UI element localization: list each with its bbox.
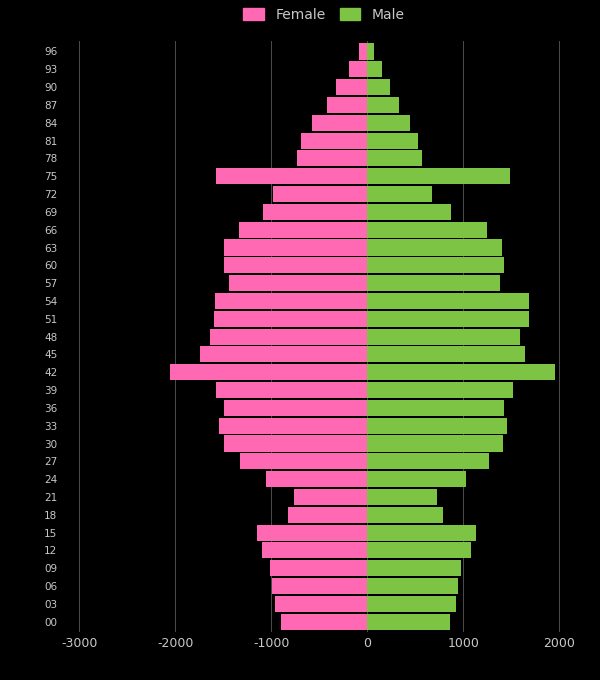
Bar bbox=[224, 239, 367, 256]
Bar bbox=[263, 204, 367, 220]
Bar bbox=[367, 578, 458, 594]
Bar bbox=[275, 596, 367, 612]
Bar bbox=[367, 507, 443, 523]
Bar bbox=[327, 97, 367, 113]
Bar bbox=[257, 524, 367, 541]
Bar bbox=[367, 222, 487, 238]
Bar bbox=[367, 239, 502, 256]
Bar bbox=[215, 293, 367, 309]
Bar bbox=[367, 400, 505, 416]
Bar bbox=[367, 79, 390, 95]
Bar bbox=[294, 489, 367, 505]
Bar bbox=[367, 560, 461, 576]
Bar bbox=[220, 418, 367, 434]
Bar bbox=[367, 454, 489, 469]
Bar bbox=[367, 293, 529, 309]
Bar bbox=[367, 133, 418, 149]
Bar bbox=[349, 61, 367, 78]
Bar bbox=[289, 507, 367, 523]
Bar bbox=[301, 133, 367, 149]
Bar bbox=[272, 578, 367, 594]
Bar bbox=[214, 311, 367, 327]
Bar bbox=[367, 364, 556, 380]
Bar bbox=[367, 489, 437, 505]
Bar bbox=[224, 435, 367, 452]
Bar bbox=[217, 168, 367, 184]
Bar bbox=[224, 400, 367, 416]
Legend: Female, Male: Female, Male bbox=[239, 3, 409, 26]
Bar bbox=[239, 454, 367, 469]
Bar bbox=[266, 471, 367, 487]
Bar bbox=[367, 613, 450, 630]
Bar bbox=[337, 79, 367, 95]
Bar bbox=[367, 346, 524, 362]
Bar bbox=[224, 257, 367, 273]
Bar bbox=[367, 418, 508, 434]
Bar bbox=[367, 97, 399, 113]
Bar bbox=[200, 346, 367, 362]
Bar bbox=[367, 543, 471, 558]
Bar bbox=[367, 115, 410, 131]
Bar bbox=[270, 560, 367, 576]
Bar bbox=[367, 311, 529, 327]
Bar bbox=[367, 275, 500, 291]
Bar bbox=[367, 435, 503, 452]
Bar bbox=[367, 524, 476, 541]
Bar bbox=[313, 115, 367, 131]
Bar bbox=[367, 257, 503, 273]
Bar bbox=[359, 44, 367, 60]
Bar bbox=[273, 186, 367, 202]
Bar bbox=[170, 364, 367, 380]
Bar bbox=[367, 204, 451, 220]
Bar bbox=[367, 471, 466, 487]
Bar bbox=[367, 186, 431, 202]
Bar bbox=[367, 596, 455, 612]
Bar bbox=[215, 382, 367, 398]
Bar bbox=[229, 275, 367, 291]
Bar bbox=[367, 168, 510, 184]
Bar bbox=[367, 382, 513, 398]
Bar bbox=[367, 150, 422, 167]
Bar bbox=[297, 150, 367, 167]
Bar bbox=[367, 61, 382, 78]
Bar bbox=[281, 613, 367, 630]
Bar bbox=[367, 44, 374, 60]
Bar bbox=[367, 328, 520, 345]
Bar bbox=[262, 543, 367, 558]
Bar bbox=[239, 222, 367, 238]
Bar bbox=[210, 328, 367, 345]
